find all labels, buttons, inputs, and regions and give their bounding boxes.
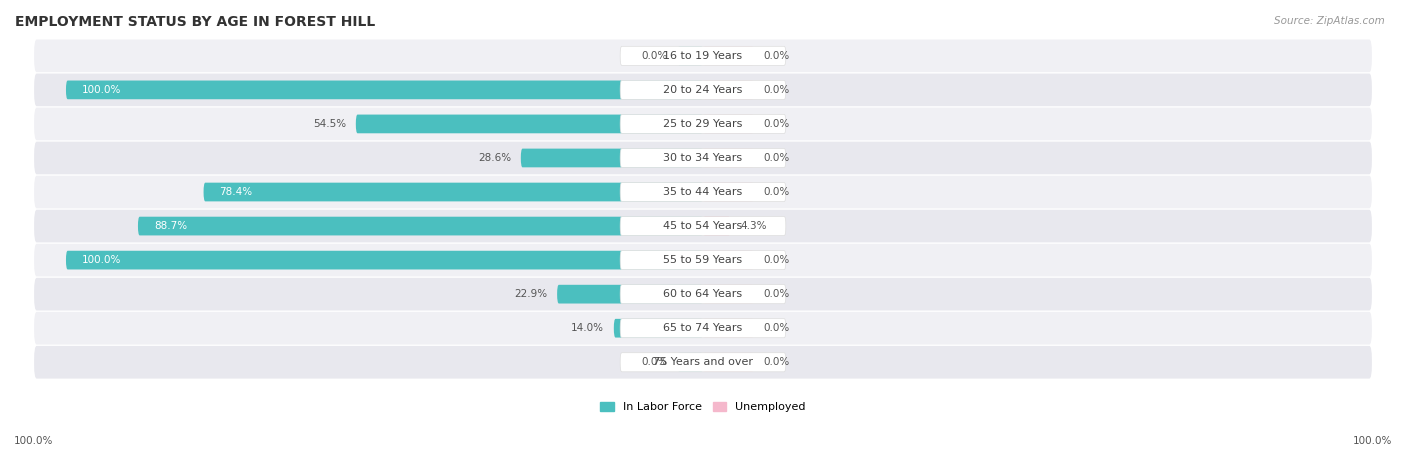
Text: 16 to 19 Years: 16 to 19 Years <box>664 51 742 61</box>
FancyBboxPatch shape <box>703 46 754 65</box>
FancyBboxPatch shape <box>34 142 1372 174</box>
FancyBboxPatch shape <box>34 278 1372 310</box>
FancyBboxPatch shape <box>204 183 703 202</box>
FancyBboxPatch shape <box>620 148 786 167</box>
Text: 100.0%: 100.0% <box>82 85 121 95</box>
FancyBboxPatch shape <box>614 319 703 338</box>
FancyBboxPatch shape <box>678 353 703 372</box>
FancyBboxPatch shape <box>703 183 754 202</box>
FancyBboxPatch shape <box>34 108 1372 140</box>
Text: 22.9%: 22.9% <box>515 289 547 299</box>
FancyBboxPatch shape <box>620 319 786 338</box>
FancyBboxPatch shape <box>620 46 786 65</box>
FancyBboxPatch shape <box>34 346 1372 378</box>
FancyBboxPatch shape <box>703 115 754 133</box>
Text: 0.0%: 0.0% <box>763 51 790 61</box>
FancyBboxPatch shape <box>66 81 703 99</box>
FancyBboxPatch shape <box>620 216 786 236</box>
Text: 0.0%: 0.0% <box>763 187 790 197</box>
Text: 0.0%: 0.0% <box>763 153 790 163</box>
Text: 65 to 74 Years: 65 to 74 Years <box>664 323 742 333</box>
Text: 20 to 24 Years: 20 to 24 Years <box>664 85 742 95</box>
Text: 30 to 34 Years: 30 to 34 Years <box>664 153 742 163</box>
Legend: In Labor Force, Unemployed: In Labor Force, Unemployed <box>596 397 810 417</box>
Text: 75 Years and over: 75 Years and over <box>652 357 754 367</box>
FancyBboxPatch shape <box>703 81 754 99</box>
FancyBboxPatch shape <box>66 251 703 270</box>
Text: 45 to 54 Years: 45 to 54 Years <box>664 221 742 231</box>
Text: EMPLOYMENT STATUS BY AGE IN FOREST HILL: EMPLOYMENT STATUS BY AGE IN FOREST HILL <box>15 15 375 29</box>
Text: 60 to 64 Years: 60 to 64 Years <box>664 289 742 299</box>
Text: 0.0%: 0.0% <box>763 119 790 129</box>
Text: 78.4%: 78.4% <box>219 187 253 197</box>
FancyBboxPatch shape <box>620 183 786 202</box>
FancyBboxPatch shape <box>703 319 754 338</box>
Text: 88.7%: 88.7% <box>153 221 187 231</box>
Text: 4.3%: 4.3% <box>740 221 766 231</box>
FancyBboxPatch shape <box>34 210 1372 243</box>
FancyBboxPatch shape <box>620 251 786 270</box>
FancyBboxPatch shape <box>34 73 1372 106</box>
FancyBboxPatch shape <box>557 285 703 303</box>
FancyBboxPatch shape <box>34 176 1372 208</box>
FancyBboxPatch shape <box>138 217 703 235</box>
FancyBboxPatch shape <box>34 312 1372 345</box>
Text: 55 to 59 Years: 55 to 59 Years <box>664 255 742 265</box>
FancyBboxPatch shape <box>34 244 1372 276</box>
FancyBboxPatch shape <box>703 217 730 235</box>
Text: 0.0%: 0.0% <box>763 85 790 95</box>
FancyBboxPatch shape <box>620 81 786 99</box>
Text: 100.0%: 100.0% <box>14 436 53 446</box>
Text: Source: ZipAtlas.com: Source: ZipAtlas.com <box>1274 16 1385 26</box>
FancyBboxPatch shape <box>703 353 754 372</box>
Text: 0.0%: 0.0% <box>763 255 790 265</box>
FancyBboxPatch shape <box>356 115 703 133</box>
Text: 28.6%: 28.6% <box>478 153 512 163</box>
Text: 100.0%: 100.0% <box>1353 436 1392 446</box>
Text: 100.0%: 100.0% <box>82 255 121 265</box>
Text: 54.5%: 54.5% <box>314 119 346 129</box>
Text: 14.0%: 14.0% <box>571 323 605 333</box>
Text: 0.0%: 0.0% <box>763 323 790 333</box>
FancyBboxPatch shape <box>620 353 786 372</box>
FancyBboxPatch shape <box>703 251 754 270</box>
Text: 35 to 44 Years: 35 to 44 Years <box>664 187 742 197</box>
Text: 0.0%: 0.0% <box>763 289 790 299</box>
FancyBboxPatch shape <box>34 40 1372 72</box>
Text: 0.0%: 0.0% <box>641 357 668 367</box>
FancyBboxPatch shape <box>678 46 703 65</box>
FancyBboxPatch shape <box>520 148 703 167</box>
Text: 25 to 29 Years: 25 to 29 Years <box>664 119 742 129</box>
FancyBboxPatch shape <box>703 285 754 303</box>
FancyBboxPatch shape <box>620 114 786 134</box>
FancyBboxPatch shape <box>703 148 754 167</box>
Text: 0.0%: 0.0% <box>641 51 668 61</box>
FancyBboxPatch shape <box>620 285 786 304</box>
Text: 0.0%: 0.0% <box>763 357 790 367</box>
